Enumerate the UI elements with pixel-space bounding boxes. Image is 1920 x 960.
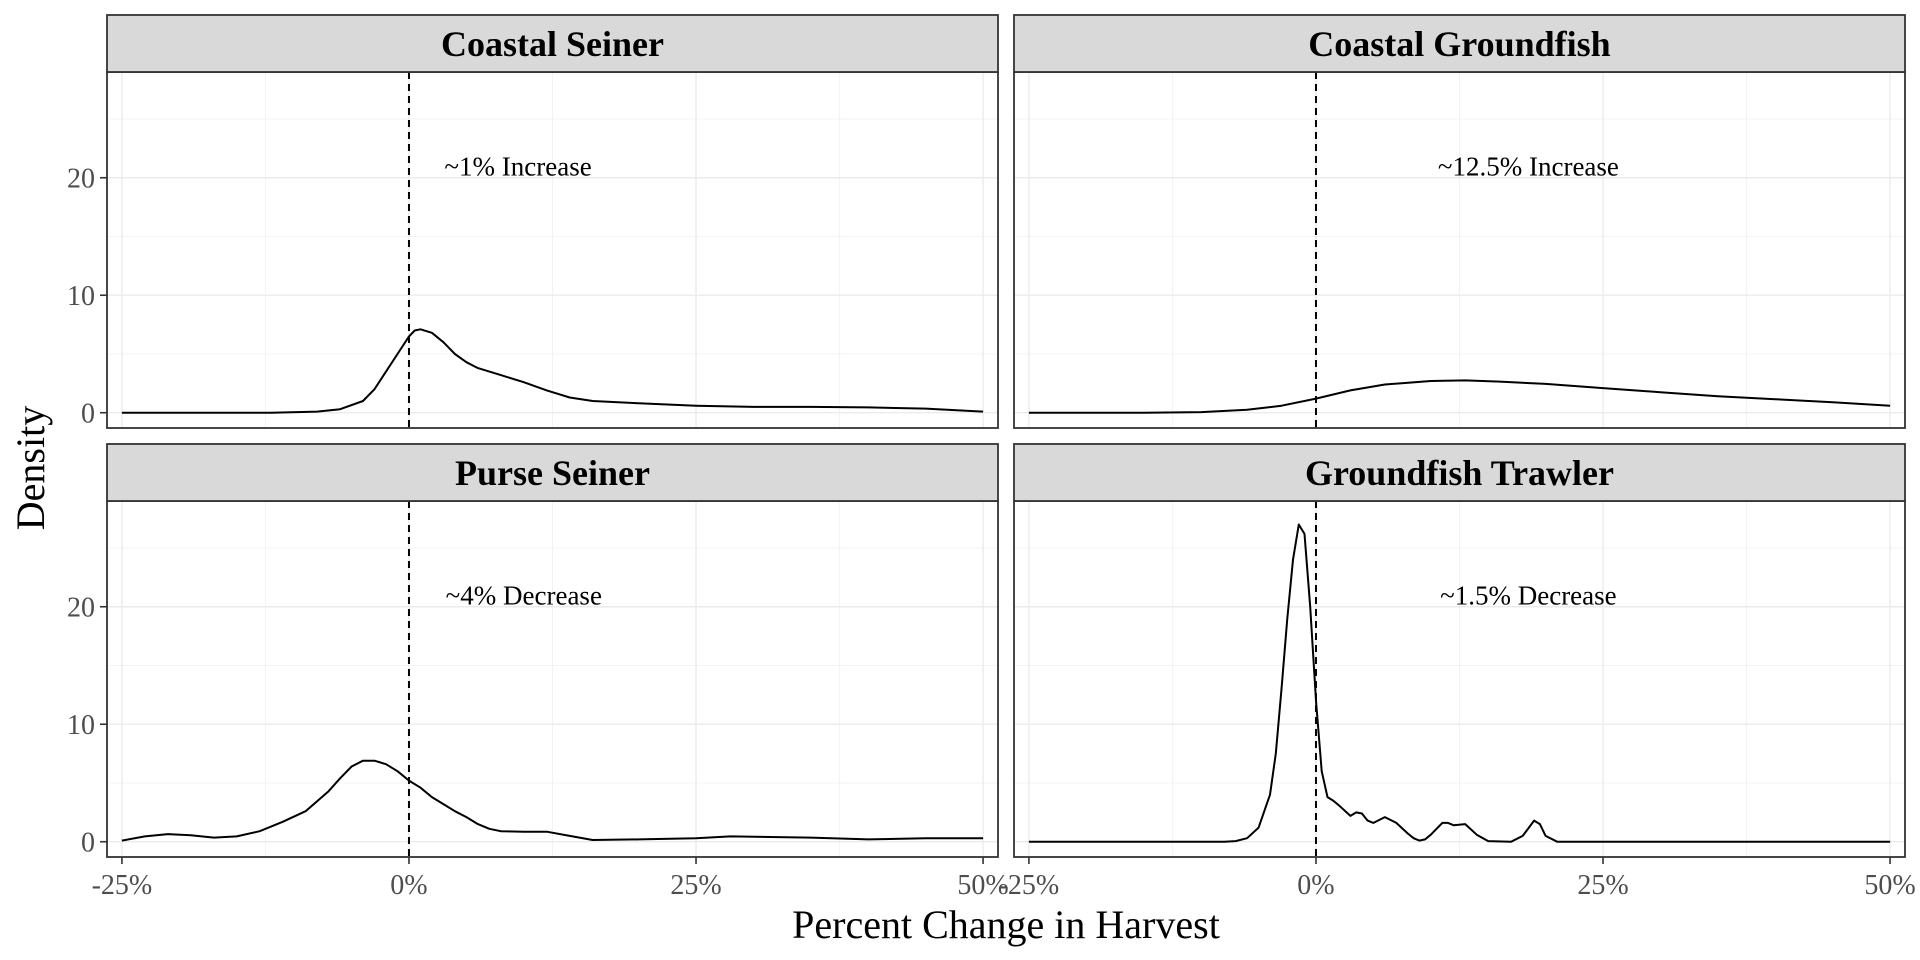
density-curve [121, 328, 984, 414]
y-axis-title: Density [8, 406, 53, 530]
x-tick-label: 25% [670, 870, 721, 901]
panel-annotation: ~1% Increase [444, 151, 591, 181]
facet-strip [106, 14, 999, 73]
panel-annotation: ~4% Decrease [446, 580, 602, 610]
density-curve [1028, 379, 1891, 414]
y-tick-label: 20 [67, 593, 95, 624]
x-tick-label: 0% [1297, 870, 1334, 901]
facet-strip [106, 443, 999, 502]
x-tick-label: 0% [390, 870, 427, 901]
facet-title: Coastal Groundfish [1308, 24, 1610, 64]
y-tick-label: 20 [67, 164, 95, 195]
y-tick-label: 10 [67, 710, 95, 741]
x-tick-label: -25% [999, 870, 1060, 901]
panel-annotation: ~1.5% Decrease [1440, 580, 1617, 610]
density-curve [1028, 523, 1891, 843]
panel-3: ~1.5% Decrease Groundfish Trawler [1013, 443, 1906, 858]
panel-0: ~1% Increase Coastal Seiner [106, 14, 999, 429]
panel-1: ~12.5% Increase Coastal Groundfish [1013, 14, 1906, 429]
x-tick-label: 50% [1864, 870, 1915, 901]
facet-strip [1013, 14, 1906, 73]
x-tick-label: 50% [957, 870, 1008, 901]
facet-title: Groundfish Trawler [1305, 453, 1614, 493]
panel-2: ~4% Decrease Purse Seiner [106, 443, 999, 858]
x-tick-label: -25% [92, 870, 153, 901]
panel-annotation: ~12.5% Increase [1438, 151, 1619, 181]
facet-title: Coastal Seiner [441, 24, 664, 64]
y-tick-label: 10 [67, 281, 95, 312]
density-curve [121, 759, 984, 842]
x-axis-title: Percent Change in Harvest [792, 902, 1220, 947]
facet-panels: ~1% Increase Coastal Seiner ~12.5% Increas… [106, 14, 1906, 858]
facet-title: Purse Seiner [455, 453, 650, 493]
facet-strip [1013, 443, 1906, 502]
x-tick-label: 25% [1577, 870, 1628, 901]
y-tick-label: 0 [81, 399, 95, 430]
y-tick-label: 0 [81, 828, 95, 859]
